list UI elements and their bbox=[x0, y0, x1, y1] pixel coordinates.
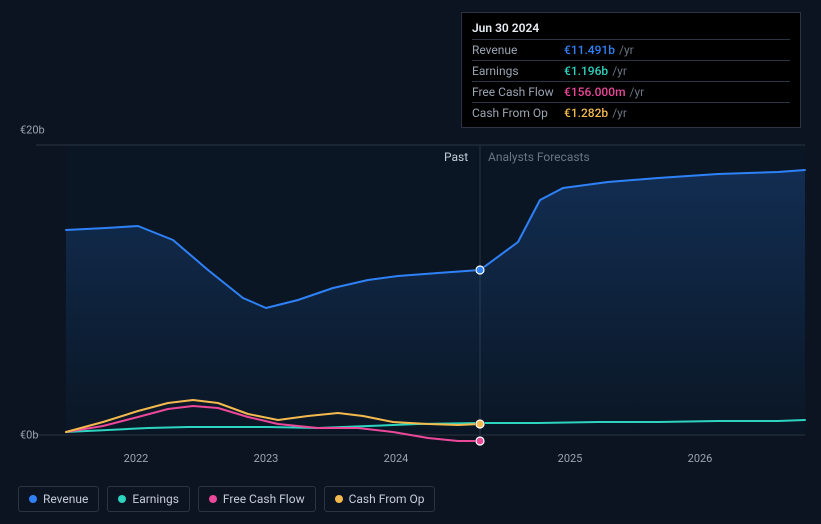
legend-item-revenue[interactable]: Revenue bbox=[18, 486, 99, 512]
x-axis-tick-label: 2022 bbox=[124, 452, 149, 465]
y-axis-tick-label: €20b bbox=[20, 124, 45, 137]
tooltip-metric-label: Free Cash Flow bbox=[472, 85, 564, 99]
legend-dot-icon bbox=[209, 495, 217, 503]
tooltip-unit: /yr bbox=[630, 85, 645, 99]
legend-label: Revenue bbox=[43, 492, 88, 506]
legend-item-cfo[interactable]: Cash From Op bbox=[324, 486, 436, 512]
tooltip-metric-value: €156.000m bbox=[564, 85, 626, 99]
legend-item-earnings[interactable]: Earnings bbox=[107, 486, 190, 512]
chart-tooltip: Jun 30 2024 Revenue€11.491b/yrEarnings€1… bbox=[461, 12, 801, 128]
legend-dot-icon bbox=[335, 495, 343, 503]
region-label-past: Past bbox=[444, 150, 468, 164]
tooltip-metric-label: Earnings bbox=[472, 64, 564, 78]
tooltip-unit: /yr bbox=[612, 106, 627, 120]
region-label-forecast: Analysts Forecasts bbox=[488, 150, 590, 164]
tooltip-unit: /yr bbox=[612, 64, 627, 78]
tooltip-metric-label: Revenue bbox=[472, 43, 564, 57]
tooltip-unit: /yr bbox=[619, 43, 634, 57]
x-axis-tick-label: 2026 bbox=[688, 452, 713, 465]
legend-label: Cash From Op bbox=[349, 492, 425, 506]
legend-label: Earnings bbox=[132, 492, 179, 506]
legend-item-fcf[interactable]: Free Cash Flow bbox=[198, 486, 316, 512]
tooltip-metric-value: €1.282b bbox=[564, 106, 608, 120]
chart-legend: Revenue Earnings Free Cash Flow Cash From O… bbox=[18, 486, 435, 512]
tooltip-metric-value: €11.491b bbox=[564, 43, 615, 57]
x-axis-tick-label: 2024 bbox=[384, 452, 409, 465]
tooltip-row: Cash From Op€1.282b/yr bbox=[472, 102, 790, 123]
tooltip-row: Free Cash Flow€156.000m/yr bbox=[472, 81, 790, 102]
tooltip-date: Jun 30 2024 bbox=[472, 19, 790, 39]
legend-dot-icon bbox=[29, 495, 37, 503]
tooltip-metric-value: €1.196b bbox=[564, 64, 608, 78]
legend-label: Free Cash Flow bbox=[223, 492, 305, 506]
tooltip-row: Revenue€11.491b/yr bbox=[472, 39, 790, 60]
tooltip-metric-label: Cash From Op bbox=[472, 106, 564, 120]
legend-dot-icon bbox=[118, 495, 126, 503]
y-axis-tick-label: €0b bbox=[20, 429, 39, 442]
x-axis-tick-label: 2023 bbox=[254, 452, 279, 465]
x-axis-tick-label: 2025 bbox=[558, 452, 583, 465]
tooltip-row: Earnings€1.196b/yr bbox=[472, 60, 790, 81]
